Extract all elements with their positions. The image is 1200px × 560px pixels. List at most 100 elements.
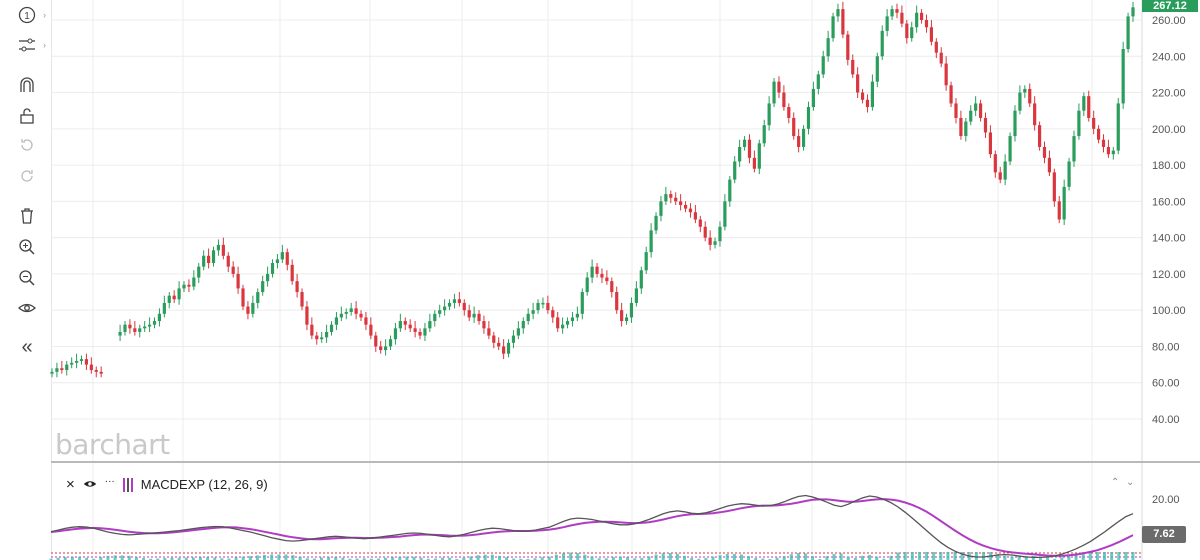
y-tick-label: 60.00	[1152, 378, 1180, 390]
candle	[713, 241, 717, 245]
trash-icon[interactable]	[14, 203, 40, 229]
histogram-bar	[142, 558, 146, 560]
collapse-icon[interactable]: «	[14, 334, 40, 360]
candle	[595, 266, 599, 274]
candle	[477, 313, 481, 322]
histogram-bar	[697, 558, 701, 560]
candle	[1116, 103, 1120, 151]
histogram-bar	[882, 558, 886, 560]
candle	[905, 23, 909, 39]
histogram-bar	[917, 552, 921, 560]
candle	[565, 321, 570, 325]
candle	[275, 259, 280, 264]
macd-value-badge: 7.62	[1142, 526, 1186, 543]
candle	[1037, 125, 1042, 147]
histogram-bar	[939, 552, 943, 560]
candle	[521, 321, 525, 329]
macd-header: × ··· MACDEXP (12, 26, 9)	[66, 476, 268, 493]
histogram-bar	[1074, 553, 1078, 560]
menu-icon[interactable]: ···	[104, 476, 115, 487]
candle	[290, 264, 294, 282]
histogram-bar	[597, 558, 601, 560]
candle	[782, 92, 786, 108]
histogram-bar	[1038, 556, 1042, 560]
histogram-bar	[476, 555, 480, 560]
drawing-tools-icon[interactable]	[14, 32, 40, 58]
candle	[752, 157, 756, 169]
histogram-bar	[334, 557, 338, 560]
histogram-bar	[512, 558, 516, 560]
histogram-bar	[398, 556, 402, 560]
candle	[1126, 16, 1130, 50]
candle	[467, 310, 471, 318]
candle	[433, 313, 437, 322]
close-icon[interactable]: ×	[66, 476, 75, 493]
candle	[447, 302, 452, 307]
zoom-out-icon[interactable]	[14, 265, 40, 291]
candle	[452, 299, 457, 303]
y-tick-label: 100.00	[1152, 305, 1186, 317]
candle	[334, 317, 339, 325]
candle	[767, 103, 771, 126]
histogram-bar	[683, 555, 687, 560]
move-up-icon[interactable]: ⌃	[1111, 477, 1120, 488]
histogram-bar	[284, 554, 288, 560]
histogram-bar	[1095, 552, 1099, 560]
histogram-bar	[462, 557, 466, 560]
candle	[374, 335, 378, 347]
histogram-bar	[170, 557, 174, 560]
redo-icon[interactable]	[14, 163, 40, 189]
candle	[624, 317, 629, 322]
candle	[738, 146, 742, 162]
histogram-bar	[1024, 555, 1028, 560]
histogram-bar	[441, 557, 445, 560]
histogram-bar	[149, 558, 153, 560]
candle	[172, 295, 176, 300]
histogram-bar	[184, 557, 188, 560]
eye-icon[interactable]	[83, 477, 97, 492]
candle	[133, 328, 137, 332]
lock-open-icon[interactable]	[14, 103, 40, 129]
histogram-bar	[49, 558, 53, 560]
histogram-bar	[704, 558, 708, 560]
candle	[211, 250, 216, 264]
candle	[526, 313, 530, 322]
histogram-bar	[953, 552, 957, 560]
histogram-bar	[106, 555, 110, 560]
histogram-bar	[391, 557, 395, 560]
candle	[221, 244, 225, 256]
candle	[216, 244, 221, 251]
candle	[900, 12, 904, 24]
macd-line	[50, 494, 1134, 559]
candle	[674, 197, 678, 202]
candle	[472, 313, 476, 318]
candle	[1096, 128, 1101, 140]
candle	[443, 306, 447, 311]
candle	[70, 362, 74, 365]
y-tick-label: 260.00	[1152, 15, 1186, 27]
histogram-bar	[1003, 555, 1007, 560]
crosshair-count-icon[interactable]: 1	[14, 2, 40, 28]
zoom-in-icon[interactable]	[14, 234, 40, 260]
undo-icon[interactable]	[14, 132, 40, 158]
candle	[988, 132, 993, 155]
histogram-bar	[618, 556, 622, 560]
candle	[600, 273, 604, 278]
candle	[890, 9, 894, 17]
candle	[1008, 136, 1012, 162]
candle	[541, 302, 545, 305]
histogram-bar	[668, 553, 672, 560]
candle	[1087, 96, 1091, 118]
eye-icon[interactable]	[14, 295, 40, 321]
move-down-icon[interactable]: ⌄	[1126, 477, 1135, 488]
histogram-bar	[405, 556, 409, 560]
histogram-bar	[789, 554, 793, 560]
candle	[880, 30, 884, 57]
candle	[605, 277, 609, 282]
candle	[1092, 117, 1096, 129]
candle	[831, 16, 835, 39]
candle	[801, 128, 806, 147]
candle	[1018, 92, 1022, 111]
magnet-icon[interactable]	[14, 72, 40, 98]
